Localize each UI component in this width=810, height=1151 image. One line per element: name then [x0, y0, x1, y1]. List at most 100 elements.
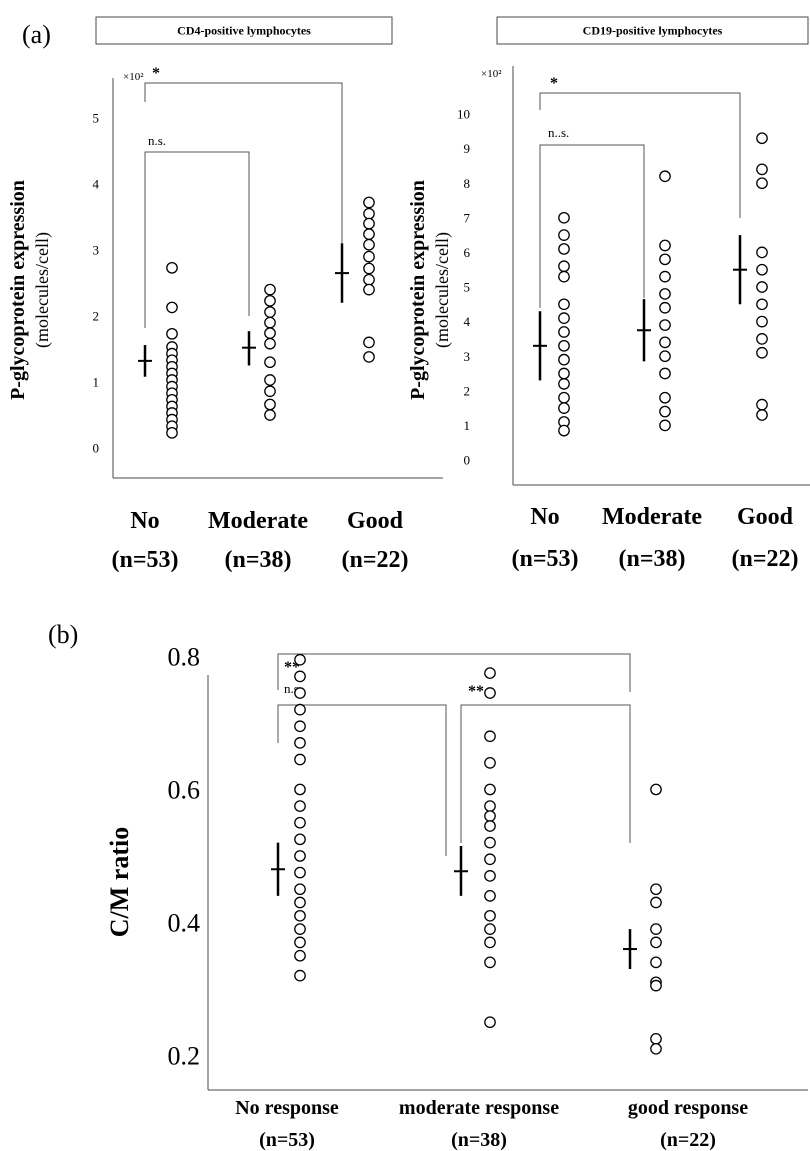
y-tick-label: 0.8	[168, 643, 201, 672]
data-point	[558, 353, 570, 366]
data-point	[650, 783, 662, 796]
category-label: Moderate	[208, 508, 308, 534]
data-point	[294, 687, 306, 699]
data-point	[363, 196, 375, 209]
chart-cm-ratio: 0.20.40.60.8C/M ratio**n.s. **No response…	[105, 643, 808, 1151]
data-point	[558, 229, 570, 241]
data-point	[294, 896, 306, 909]
data-point	[756, 132, 768, 145]
data-point	[484, 853, 496, 866]
data-point	[484, 810, 496, 822]
category-label: No	[530, 504, 559, 530]
y-tick-label: 2	[93, 309, 100, 324]
data-point	[294, 653, 306, 666]
data-point	[659, 367, 671, 380]
y-tick-label: 4	[93, 177, 100, 192]
data-point	[363, 273, 375, 286]
chart-title-box	[496, 16, 809, 45]
data-point	[484, 730, 496, 743]
data-point	[756, 398, 768, 411]
significance-bracket	[277, 704, 447, 856]
data-point	[294, 816, 306, 829]
data-point	[294, 800, 306, 812]
data-point	[659, 350, 671, 363]
data-point	[363, 228, 375, 241]
significance-label: *	[152, 65, 160, 82]
data-point	[484, 909, 496, 922]
data-point	[294, 783, 306, 796]
significance-bracket	[144, 151, 250, 328]
data-point	[294, 753, 306, 766]
y-axis-label: P-glycoprotein expression	[7, 180, 29, 400]
category-n-label: (n=38)	[618, 546, 685, 572]
significance-bracket	[144, 82, 343, 246]
data-point	[558, 424, 570, 437]
data-point	[558, 270, 570, 283]
data-point	[264, 306, 276, 318]
data-point	[264, 385, 276, 398]
y-tick-label: 5	[93, 111, 100, 126]
data-point	[756, 298, 768, 311]
data-point	[650, 956, 662, 969]
data-point	[558, 367, 570, 380]
y-tick-label: 0.4	[168, 909, 201, 938]
y-scale-label: ×10²	[481, 68, 502, 80]
data-point	[650, 936, 662, 949]
data-point	[484, 820, 496, 832]
data-point	[484, 800, 496, 812]
chart-title: CD19-positive lymphocytes	[583, 24, 723, 38]
panel-label-a: (a)	[22, 20, 51, 49]
y-axis-sublabel: (molecules/cell)	[432, 232, 453, 348]
y-tick-label: 0	[464, 453, 471, 468]
data-point	[294, 883, 306, 896]
chart-title-box	[95, 16, 393, 45]
data-point	[558, 298, 570, 311]
y-tick-label: 1	[464, 418, 471, 433]
y-tick-label: 6	[464, 245, 471, 260]
data-point	[264, 316, 276, 329]
data-point	[294, 720, 306, 733]
significance-label: *	[550, 75, 558, 92]
data-point	[659, 270, 671, 283]
data-point	[264, 283, 276, 296]
data-point	[650, 979, 662, 992]
y-tick-label: 2	[464, 383, 471, 398]
data-point	[166, 426, 178, 439]
data-point	[756, 281, 768, 293]
data-point	[484, 687, 496, 699]
category-n-label: (n=38)	[224, 547, 291, 573]
y-tick-label: 10	[457, 107, 470, 122]
data-point	[363, 217, 375, 230]
data-point	[294, 909, 306, 922]
y-tick-label: 0.6	[168, 776, 201, 805]
data-point	[166, 301, 178, 314]
data-point	[650, 1032, 662, 1045]
data-point	[363, 336, 375, 349]
data-point	[659, 419, 671, 432]
data-point	[558, 378, 570, 390]
significance-bracket	[460, 704, 631, 843]
data-point	[294, 969, 306, 982]
data-point	[264, 409, 276, 421]
significance-label: **	[468, 683, 484, 700]
data-point	[484, 756, 496, 769]
data-point	[363, 262, 375, 275]
data-point	[294, 703, 306, 716]
data-point	[484, 667, 496, 679]
data-point	[756, 163, 768, 176]
data-point	[294, 737, 306, 749]
data-point	[659, 405, 671, 418]
y-axis-label: P-glycoprotein expression	[407, 180, 429, 400]
data-point	[264, 327, 276, 340]
panel-label-b: (b)	[48, 620, 78, 649]
data-point	[558, 260, 570, 273]
category-label: Good	[347, 508, 404, 534]
y-axis-label: C/M ratio	[105, 827, 134, 937]
category-n-label: (n=53)	[259, 1129, 315, 1151]
y-tick-label: 0	[93, 441, 100, 456]
data-point	[294, 936, 306, 949]
y-scale-label: ×10²	[123, 71, 144, 83]
data-point	[294, 949, 306, 962]
data-point	[484, 870, 496, 882]
data-point	[659, 253, 671, 266]
